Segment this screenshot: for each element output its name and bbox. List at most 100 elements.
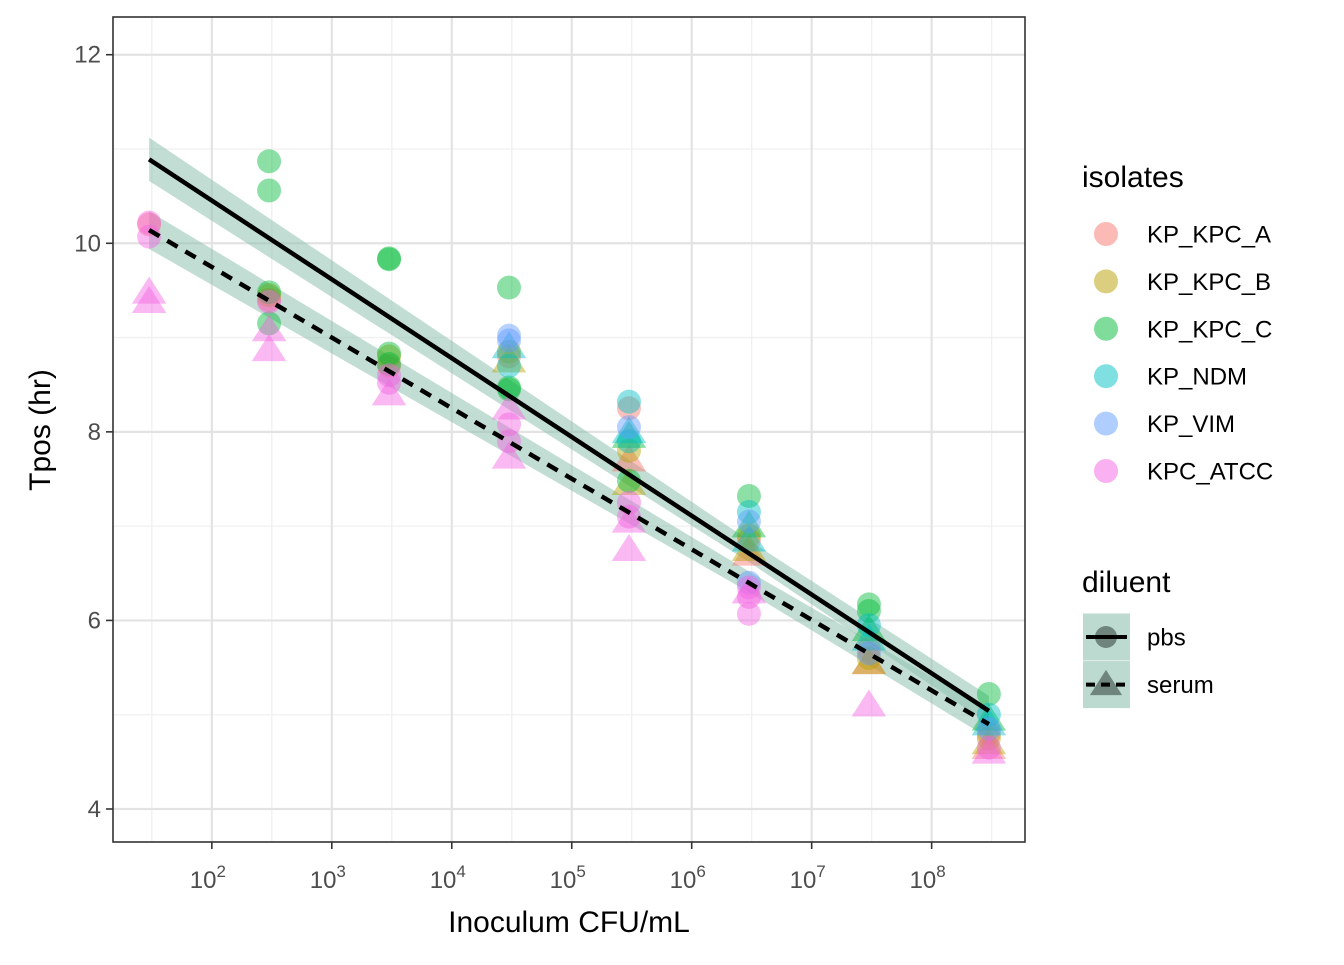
x-tick-label: 102	[190, 862, 226, 894]
point-KP_NDM	[731, 524, 767, 552]
point-KPC_ATCC	[736, 601, 761, 626]
point-KP_KPC_C	[611, 420, 647, 448]
point-KPC_ATCC	[611, 533, 647, 561]
point-KP_NDM	[491, 331, 527, 359]
legend-label-KP_KPC_A: KP_KPC_A	[1147, 222, 1271, 249]
point-KP_KPC_C	[257, 149, 282, 174]
point-KPC_ATCC	[251, 334, 287, 362]
point-KPC_ATCC	[371, 378, 407, 406]
x-tick-label: 104	[430, 862, 466, 894]
point-KP_KPC_C	[851, 614, 887, 642]
point-KPC_ATCC	[971, 736, 1007, 764]
point-KP_KPC_C	[731, 510, 767, 538]
point-KP_KPC_C	[497, 377, 522, 402]
x-tick-label: 106	[670, 862, 706, 894]
point-KP_NDM	[616, 429, 641, 454]
point-KP_KPC_C	[976, 681, 1001, 706]
point-KP_KPC_B	[497, 339, 522, 364]
y-axis-title: Tpos (hr)	[24, 369, 57, 491]
point-KP_KPC_C	[377, 247, 402, 272]
point-KP_KPC_A	[851, 647, 887, 675]
point-KP_KPC_C	[377, 341, 402, 366]
point-KP_KPC_A	[611, 444, 647, 472]
point-KPC_ATCC	[137, 224, 162, 249]
point-KP_KPC_C	[377, 351, 402, 376]
point-KPC_ATCC	[736, 575, 761, 600]
point-KP_NDM	[497, 353, 522, 378]
point-KP_NDM	[616, 389, 641, 414]
point-KP_KPC_B	[616, 438, 641, 463]
legend-label-serum: serum	[1147, 672, 1214, 699]
legend-label-KP_KPC_B: KP_KPC_B	[1147, 269, 1271, 296]
plot-grid	[113, 17, 1025, 842]
confidence-band-pbs	[149, 137, 989, 725]
point-KPC_ATCC	[611, 505, 647, 533]
legend-label-pbs: pbs	[1147, 625, 1186, 652]
point-KP_KPC_C	[856, 592, 881, 617]
y-tick-label: 6	[88, 607, 101, 634]
point-KPC_ATCC	[491, 392, 527, 420]
point-KPC_ATCC	[137, 210, 162, 235]
point-KPC_ATCC	[731, 576, 767, 604]
point-KP_VIM	[736, 509, 761, 534]
point-KP_NDM	[611, 416, 647, 444]
y-tick-label: 12	[74, 42, 101, 69]
point-KP_KPC_A	[616, 396, 641, 421]
point-KP_KPC_C	[971, 703, 1007, 731]
y-tick-label: 4	[88, 796, 101, 823]
legend-key-KP_KPC_A	[1094, 222, 1118, 246]
x-tick-label: 103	[310, 862, 346, 894]
point-KP_KPC_B	[731, 533, 767, 561]
legend-label-KP_KPC_C: KP_KPC_C	[1147, 316, 1272, 343]
diluent-legend: diluent pbs serum	[1082, 566, 1214, 709]
point-KP_KPC_A	[137, 212, 162, 237]
legend-key-KP_VIM	[1094, 411, 1118, 436]
legend-label-KP_NDM: KP_NDM	[1147, 364, 1247, 391]
point-KP_KPC_B	[611, 467, 647, 495]
point-KPC_ATCC	[377, 370, 402, 395]
point-KP_NDM	[851, 623, 887, 651]
panel-border	[112, 16, 1026, 843]
point-KP_KPC_B	[976, 726, 1001, 751]
fit-line-pbs	[147, 157, 991, 713]
point-KP_VIM	[497, 323, 522, 348]
point-KP_KPC_C	[377, 246, 402, 271]
diluent-legend-title: diluent	[1082, 566, 1171, 599]
point-KP_NDM	[736, 500, 761, 524]
point-KP_KPC_B	[257, 283, 282, 308]
point-KP_KPC_B	[971, 727, 1007, 755]
point-KPC_ATCC	[497, 412, 522, 437]
y-tick-label: 10	[74, 230, 101, 257]
y-tick-label: 8	[88, 419, 101, 446]
point-KP_KPC_A	[976, 721, 1001, 746]
isolates-legend: isolates KP_KPC_A KP_KPC_B KP_KPC_C KP_NDM K…	[1082, 161, 1273, 486]
point-KP_KPC_C	[616, 468, 641, 493]
point-KPC_ATCC	[976, 735, 1001, 760]
x-axis-title: Inoculum CFU/mL	[448, 906, 690, 939]
point-KPC_ATCC	[377, 363, 402, 388]
fit-line-serum	[147, 228, 991, 727]
point-KP_KPC_B	[736, 523, 761, 548]
legend-key-KP_NDM	[1094, 364, 1118, 389]
point-KP_KPC_A	[736, 528, 761, 553]
legend-label-KP_VIM: KP_VIM	[1147, 411, 1235, 438]
point-KP_KPC_C	[856, 599, 881, 623]
point-KPC_ATCC	[851, 689, 887, 717]
legend-shape-serum	[1089, 669, 1123, 696]
point-KP_KPC_C	[257, 311, 282, 336]
point-KP_KPC_A	[971, 731, 1007, 759]
point-KP_KPC_B	[491, 345, 527, 373]
point-KPC_ATCC	[251, 314, 287, 342]
point-KP_VIM	[616, 415, 641, 440]
legend-key-KPC_ATCC	[1094, 459, 1118, 483]
legend-label-KPC_ATCC: KPC_ATCC	[1147, 459, 1273, 486]
y-axis: 4 6 8 10 12	[74, 42, 113, 823]
legend-key-KP_KPC_B	[1094, 269, 1118, 294]
x-tick-label: 107	[790, 862, 826, 894]
point-KP_NDM	[856, 613, 881, 638]
point-KP_KPC_A	[377, 353, 402, 378]
x-axis: 102 103 104 105 106 107 108	[190, 842, 946, 894]
point-KP_KPC_C	[257, 178, 282, 203]
